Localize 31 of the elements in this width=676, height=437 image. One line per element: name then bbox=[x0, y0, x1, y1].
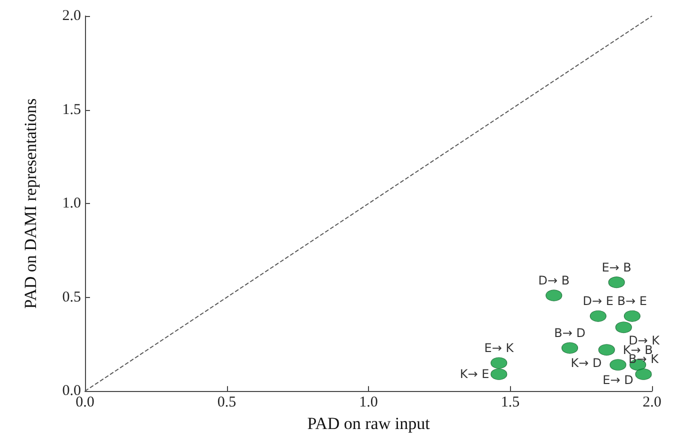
y-tick-label: 1.0 bbox=[62, 196, 81, 212]
point bbox=[608, 276, 625, 288]
annotation: E→ K bbox=[484, 340, 515, 355]
annotation: B→ E bbox=[617, 294, 647, 308]
annotation: D→ E bbox=[582, 294, 614, 308]
annotation: E→ D bbox=[602, 372, 634, 387]
annotation: E→ B bbox=[602, 260, 632, 274]
annotation: K→ D bbox=[570, 356, 602, 370]
y-tick-label: 0.5 bbox=[62, 289, 81, 306]
y-axis-title: PAD on DAMI representations bbox=[21, 98, 40, 309]
annotation: D→ B bbox=[538, 273, 570, 288]
x-tick-label: 0.0 bbox=[76, 394, 94, 411]
annotation: K→ E bbox=[460, 367, 490, 382]
y-tick-label: 2.0 bbox=[62, 8, 81, 24]
x-tick-label: 1.0 bbox=[359, 394, 378, 411]
x-tick-label: 2.0 bbox=[642, 394, 662, 411]
point bbox=[624, 310, 640, 322]
point bbox=[490, 357, 508, 369]
x-tick-label: 0.5 bbox=[217, 394, 236, 411]
point bbox=[546, 290, 562, 302]
point bbox=[610, 359, 626, 371]
point bbox=[490, 368, 508, 380]
point bbox=[598, 344, 615, 356]
point bbox=[562, 342, 578, 354]
annotation: B→ D bbox=[554, 326, 586, 340]
point bbox=[635, 368, 652, 380]
y-tick-label: 1.5 bbox=[62, 102, 81, 118]
x-axis-title: PAD on raw input bbox=[307, 414, 430, 433]
point bbox=[615, 322, 632, 334]
x-tick-label: 1.5 bbox=[500, 394, 520, 411]
point bbox=[590, 310, 606, 322]
